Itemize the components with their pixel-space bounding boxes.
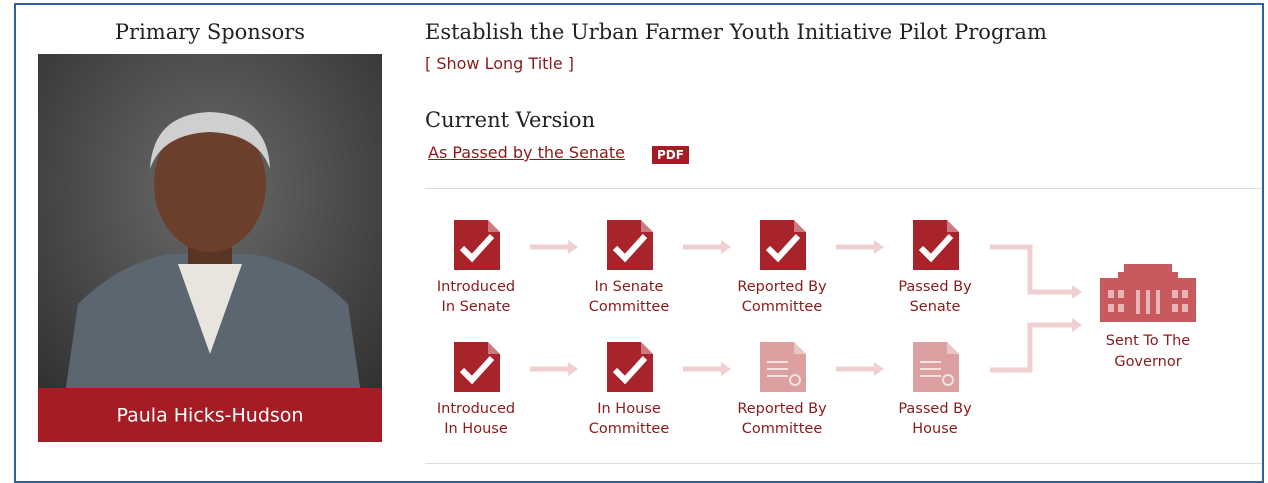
icon-fold: [488, 220, 500, 232]
icon-fold: [641, 342, 653, 354]
stage-label: Committee: [742, 299, 823, 315]
stage-label: Passed By: [898, 401, 972, 417]
icon-fold: [794, 342, 806, 354]
stage-label: Committee: [589, 421, 670, 437]
stage-label: Introduced: [437, 401, 515, 417]
stage-label: In House: [444, 421, 508, 437]
governor-icon: [1100, 264, 1196, 322]
stage-label: House: [912, 421, 958, 437]
flow-arrowhead: [568, 240, 578, 254]
stage-label: In Senate: [595, 279, 664, 295]
icon-fold: [947, 342, 959, 354]
final-stage-label: Sent To The: [1106, 333, 1191, 349]
icon-fold: [488, 342, 500, 354]
icon-fold: [641, 220, 653, 232]
stage-label: Reported By: [737, 401, 827, 417]
stage-label: Introduced: [437, 279, 515, 295]
stage-label: Senate: [910, 299, 961, 315]
icon-fold: [794, 220, 806, 232]
flow-arrowhead: [874, 362, 884, 376]
flow-arrowhead: [568, 362, 578, 376]
final-stage-label: Governor: [1114, 354, 1181, 370]
stage-label: Reported By: [737, 279, 827, 295]
merge-arrowheads: [1072, 285, 1082, 332]
stage-label: Committee: [589, 299, 670, 315]
flow-arrowhead: [721, 362, 731, 376]
stage-label: Passed By: [898, 279, 972, 295]
stage-label: In House: [597, 401, 661, 417]
icon-fold: [947, 220, 959, 232]
merge-connectors: [990, 247, 1072, 370]
stage-label: Committee: [742, 421, 823, 437]
stage-label: In Senate: [442, 299, 511, 315]
status-flow: Sent To The Governor Introduced In Senate…: [0, 0, 1268, 469]
flow-arrowhead: [874, 240, 884, 254]
page: Primary Sponsors Paula Hicks-Hudson Esta…: [0, 0, 1268, 469]
flow-arrowhead: [721, 240, 731, 254]
